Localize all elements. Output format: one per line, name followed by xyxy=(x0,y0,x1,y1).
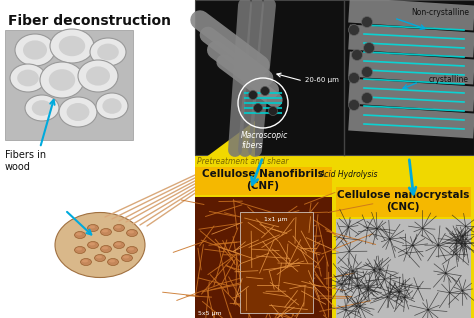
Circle shape xyxy=(348,100,359,110)
Ellipse shape xyxy=(40,62,84,98)
Ellipse shape xyxy=(102,98,122,114)
Text: Pretreatment and shear: Pretreatment and shear xyxy=(197,157,289,166)
Ellipse shape xyxy=(82,259,88,262)
Ellipse shape xyxy=(88,241,99,248)
Ellipse shape xyxy=(128,231,134,233)
Ellipse shape xyxy=(128,247,134,251)
Text: crystalline: crystalline xyxy=(429,75,469,84)
Ellipse shape xyxy=(100,245,111,252)
Ellipse shape xyxy=(78,60,118,92)
Circle shape xyxy=(362,17,373,27)
Circle shape xyxy=(268,107,277,115)
Ellipse shape xyxy=(74,232,85,238)
Text: 1x1 μm: 1x1 μm xyxy=(264,217,288,222)
Text: Fiber deconstruction: Fiber deconstruction xyxy=(8,14,171,28)
Ellipse shape xyxy=(25,95,59,121)
Circle shape xyxy=(254,103,263,113)
Ellipse shape xyxy=(50,29,94,63)
Ellipse shape xyxy=(67,103,90,121)
Ellipse shape xyxy=(127,230,137,237)
Circle shape xyxy=(362,66,373,78)
Ellipse shape xyxy=(121,254,133,261)
Bar xyxy=(240,212,313,313)
Ellipse shape xyxy=(108,259,118,266)
Circle shape xyxy=(364,43,374,53)
Text: 20-60 μm: 20-60 μm xyxy=(305,77,339,83)
Ellipse shape xyxy=(113,241,125,248)
Ellipse shape xyxy=(10,64,46,92)
Ellipse shape xyxy=(109,259,115,262)
Bar xyxy=(195,0,474,318)
Bar xyxy=(195,0,474,155)
Circle shape xyxy=(348,24,359,36)
Ellipse shape xyxy=(74,246,85,253)
Ellipse shape xyxy=(49,69,75,91)
Polygon shape xyxy=(195,121,255,210)
Ellipse shape xyxy=(94,254,106,261)
Ellipse shape xyxy=(89,225,95,229)
Ellipse shape xyxy=(100,229,111,236)
Bar xyxy=(195,167,332,195)
Ellipse shape xyxy=(123,255,129,259)
Ellipse shape xyxy=(81,259,91,266)
Bar xyxy=(0,0,195,318)
Ellipse shape xyxy=(15,34,55,66)
Ellipse shape xyxy=(102,246,108,250)
Bar xyxy=(195,197,332,318)
Text: 5x5 μm: 5x5 μm xyxy=(198,311,222,316)
Ellipse shape xyxy=(96,93,128,119)
Text: Non-crystalline: Non-crystalline xyxy=(411,8,469,17)
Ellipse shape xyxy=(76,232,82,236)
Ellipse shape xyxy=(115,243,121,245)
Ellipse shape xyxy=(86,66,110,86)
Ellipse shape xyxy=(55,212,145,278)
Text: Macroscopic
fibers: Macroscopic fibers xyxy=(241,131,288,150)
Ellipse shape xyxy=(59,36,85,56)
Bar xyxy=(336,219,471,318)
Circle shape xyxy=(348,73,359,84)
Ellipse shape xyxy=(59,97,97,127)
Text: Cellulose Nanofibrils
(CNF): Cellulose Nanofibrils (CNF) xyxy=(202,169,324,190)
Ellipse shape xyxy=(89,243,95,245)
Ellipse shape xyxy=(97,44,119,60)
Ellipse shape xyxy=(115,225,121,229)
Ellipse shape xyxy=(127,246,137,253)
Ellipse shape xyxy=(88,225,99,232)
Ellipse shape xyxy=(90,38,126,66)
Bar xyxy=(5,30,133,140)
Circle shape xyxy=(352,50,363,60)
Ellipse shape xyxy=(76,247,82,251)
Ellipse shape xyxy=(17,70,39,86)
Circle shape xyxy=(248,91,257,100)
Text: Fibers in
wood: Fibers in wood xyxy=(5,150,46,172)
Text: Cellulose nanocrystals
(CNC): Cellulose nanocrystals (CNC) xyxy=(337,190,469,211)
Ellipse shape xyxy=(32,100,52,116)
Circle shape xyxy=(261,86,270,95)
Ellipse shape xyxy=(96,255,102,259)
Bar xyxy=(336,187,471,217)
Circle shape xyxy=(362,93,373,103)
Ellipse shape xyxy=(102,230,108,232)
Text: Acid Hydrolysis: Acid Hydrolysis xyxy=(320,170,378,179)
Ellipse shape xyxy=(113,225,125,232)
Ellipse shape xyxy=(23,40,47,59)
